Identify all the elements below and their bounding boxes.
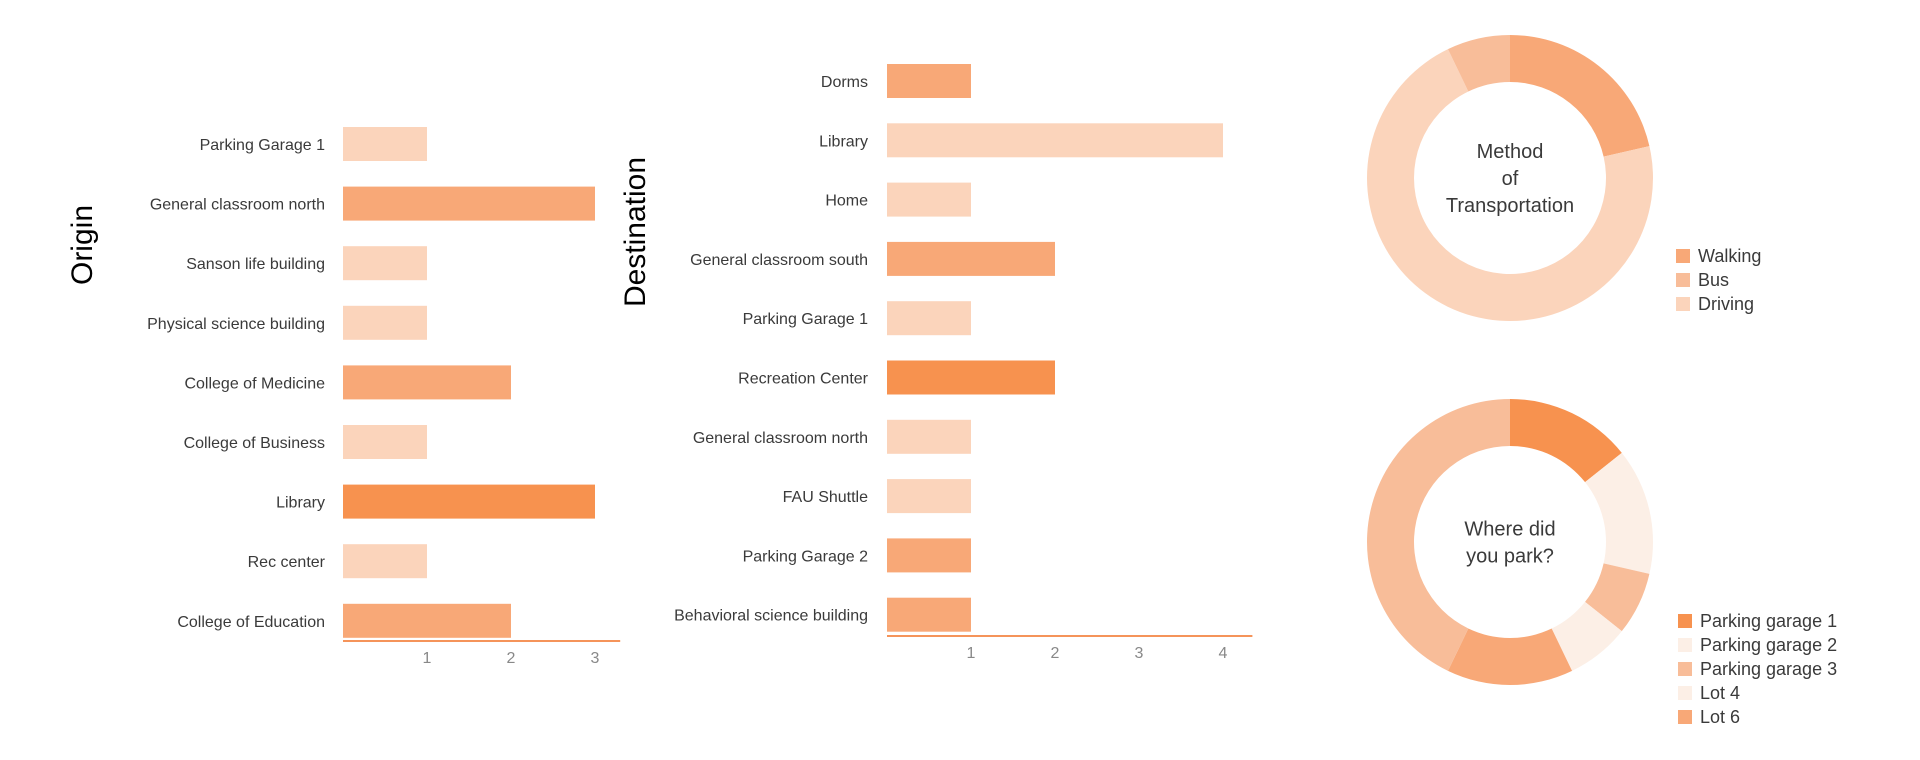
bar-label-general-classroom-south: General classroom south xyxy=(690,252,868,269)
bar-parking-garage-1 xyxy=(887,301,971,336)
legend-swatch-lot-6 xyxy=(1678,710,1692,724)
center-label-line-1: Method xyxy=(1477,141,1544,163)
destination-title: Destination xyxy=(619,157,652,307)
legend-swatch-driving xyxy=(1676,297,1690,311)
bar-fau-shuttle xyxy=(887,479,971,514)
legend-label-bus: Bus xyxy=(1698,270,1729,290)
bar-label-college-of-medicine: College of Medicine xyxy=(184,375,325,392)
legend-swatch-bus xyxy=(1676,273,1690,287)
bar-parking-garage-1 xyxy=(343,127,427,161)
slice-lot-4 xyxy=(1551,601,1622,671)
bar-label-college-of-education: College of Education xyxy=(177,614,325,631)
bar-behavioral-science-building xyxy=(887,597,971,632)
bar-library xyxy=(343,484,595,519)
legend-label-parking-garage-3: Parking garage 3 xyxy=(1700,659,1837,679)
bar-label-college-of-business: College of Business xyxy=(184,435,325,452)
slice-parking-garage-1 xyxy=(1510,399,1622,483)
x-tick-1: 1 xyxy=(423,650,432,667)
legend-label-driving: Driving xyxy=(1698,294,1754,314)
x-tick-3: 3 xyxy=(1135,645,1144,662)
bar-physical-science-building xyxy=(343,305,427,340)
bar-label-general-classroom-north: General classroom north xyxy=(150,197,325,214)
center-label-line-1: Where did xyxy=(1464,519,1555,541)
bar-sanson-life-building xyxy=(343,246,427,281)
legend-swatch-lot-4 xyxy=(1678,686,1692,700)
bar-library xyxy=(887,123,1223,158)
legend-swatch-parking-garage-2 xyxy=(1678,638,1692,652)
bar-label-library: Library xyxy=(276,495,325,512)
bar-label-parking-garage-1: Parking Garage 1 xyxy=(743,311,869,328)
legend-swatch-walking xyxy=(1676,249,1690,263)
transport-donut-chart: Method of Transportation Walking Bus Driving xyxy=(1366,35,1761,321)
bar-parking-garage-2 xyxy=(887,538,971,573)
bar-rec-center xyxy=(343,544,427,579)
slice-driving xyxy=(1366,49,1653,321)
bar-general-classroom-north xyxy=(343,186,595,221)
x-tick-3: 3 xyxy=(591,650,600,667)
x-tick-1: 1 xyxy=(967,645,976,662)
bar-label-sanson-life-building: Sanson life building xyxy=(186,256,325,273)
bar-recreation-center xyxy=(887,360,1055,395)
legend-label-parking-garage-2: Parking garage 2 xyxy=(1700,635,1837,655)
legend-label-lot-6: Lot 6 xyxy=(1700,707,1740,727)
slice-other xyxy=(1366,399,1510,671)
bar-college-of-medicine xyxy=(343,365,511,400)
bar-label-rec-center: Rec center xyxy=(248,554,326,571)
bar-dorms xyxy=(887,64,971,98)
bar-home xyxy=(887,182,971,217)
origin-title: Origin xyxy=(66,205,99,285)
bar-college-of-education xyxy=(343,603,511,638)
bar-label-parking-garage-1: Parking Garage 1 xyxy=(200,137,326,154)
legend-swatch-parking-garage-3 xyxy=(1678,662,1692,676)
bar-label-physical-science-building: Physical science building xyxy=(147,316,325,333)
x-tick-4: 4 xyxy=(1219,645,1228,662)
center-label-line-2: you park? xyxy=(1466,546,1554,568)
bar-general-classroom-north xyxy=(887,419,971,454)
bar-college-of-business xyxy=(343,425,427,459)
parking-donut-chart: Where did you park? Parking garage 1 Parkin… xyxy=(1366,399,1837,727)
bar-label-parking-garage-2: Parking Garage 2 xyxy=(743,548,869,565)
legend-swatch-parking-garage-1 xyxy=(1678,614,1692,628)
bar-label-fau-shuttle: FAU Shuttle xyxy=(783,489,868,506)
slice-parking-garage-3 xyxy=(1585,563,1650,632)
legend-label-walking: Walking xyxy=(1698,246,1761,266)
bar-label-behavioral-science-building: Behavioral science building xyxy=(674,608,868,625)
bar-general-classroom-south xyxy=(887,241,1055,276)
center-label-line-2: of xyxy=(1502,168,1519,190)
bar-label-general-classroom-north: General classroom north xyxy=(693,430,868,447)
destination-bar-chart: Destination Dorms Library Home General clas… xyxy=(619,64,1253,662)
slice-bus xyxy=(1447,35,1510,92)
slice-walking xyxy=(1510,35,1650,157)
legend-label-parking-garage-1: Parking garage 1 xyxy=(1700,611,1837,631)
bar-label-dorms: Dorms xyxy=(821,74,868,91)
x-tick-2: 2 xyxy=(1051,645,1060,662)
legend-label-lot-4: Lot 4 xyxy=(1700,683,1740,703)
bar-label-library: Library xyxy=(819,133,868,150)
slice-lot-6 xyxy=(1447,628,1573,685)
x-tick-2: 2 xyxy=(507,650,516,667)
slice-parking-garage-2 xyxy=(1585,452,1653,574)
bar-label-recreation-center: Recreation Center xyxy=(738,371,869,388)
origin-bar-chart: Origin Parking Garage 1 General classroom… xyxy=(66,127,621,667)
center-label-line-3: Transportation xyxy=(1446,195,1574,217)
bar-label-home: Home xyxy=(825,193,868,210)
